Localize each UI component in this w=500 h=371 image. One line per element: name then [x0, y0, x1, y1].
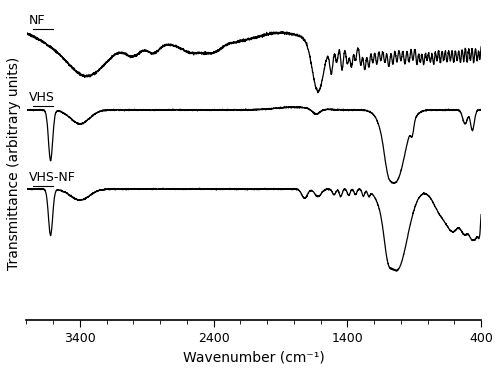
Text: VHS-NF: VHS-NF — [29, 171, 76, 184]
Y-axis label: Transmittance (arbitrary units): Transmittance (arbitrary units) — [7, 57, 21, 270]
Text: VHS: VHS — [29, 91, 55, 104]
X-axis label: Wavenumber (cm⁻¹): Wavenumber (cm⁻¹) — [183, 350, 324, 364]
Text: NF: NF — [29, 14, 46, 27]
